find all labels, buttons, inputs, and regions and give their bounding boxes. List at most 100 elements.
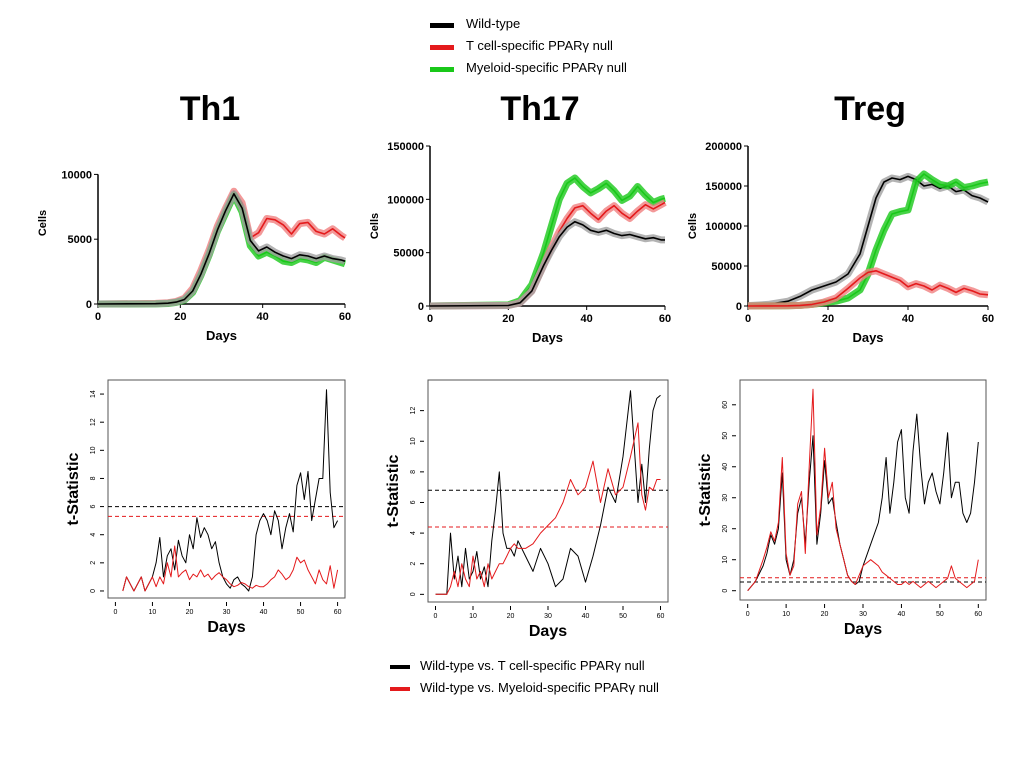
series-legend: Wild-type T cell-specific PPARγ null Mye… <box>430 16 670 82</box>
x-tick-label: 0 <box>95 311 101 323</box>
chart-treg-tstat: 0 10 20 30 40 50 60 0 10 20 30 40 50 60 Days t-Statisti… <box>697 379 987 638</box>
x-tick-label: 10 <box>782 611 790 618</box>
x-tick-label: 60 <box>659 313 671 325</box>
x-tick-label: 40 <box>257 311 269 323</box>
x-tick-label: 20 <box>821 611 829 618</box>
series-line <box>429 177 666 307</box>
x-tick-label: 40 <box>260 609 268 616</box>
y-tick-label: 4 <box>410 531 417 535</box>
plot-frame <box>427 379 669 603</box>
x-tick-label: 60 <box>982 313 994 325</box>
x-tick-label: 0 <box>746 611 750 618</box>
x-tick-label: 50 <box>619 613 627 620</box>
x-axis-label: Days <box>529 623 567 640</box>
y-tick-label: 150000 <box>387 141 424 153</box>
y-axis-label: t-Statistic <box>65 452 82 525</box>
y-axis-label: t-Statistic <box>697 453 714 526</box>
legend-item-myeloid-null: Myeloid-specific PPARγ null <box>430 60 670 80</box>
panel-title-th17: Th17 <box>500 90 580 128</box>
x-tick-label: 0 <box>113 609 117 616</box>
legend-item-wt-vs-myeloid: Wild-type vs. Myeloid-specific PPARγ nul… <box>390 679 710 699</box>
x-tick-label: 30 <box>223 609 231 616</box>
legend-swatch <box>390 687 410 691</box>
y-tick-label: 60 <box>722 401 729 409</box>
x-tick-label: 20 <box>507 613 515 620</box>
series-band <box>747 172 990 310</box>
y-tick-label: 2 <box>90 561 97 565</box>
y-tick-label: 0 <box>90 589 97 593</box>
y-tick-label: 12 <box>90 418 97 426</box>
y-tick-label: 50 <box>722 432 729 440</box>
chart-th17-tstat: 0 10 20 30 40 50 60 0 2 4 6 8 10 12 Days t-Statistic <box>385 379 669 640</box>
x-axis-label: Days <box>206 328 237 343</box>
y-tick-label: 8 <box>90 476 97 480</box>
y-tick-label: 0 <box>410 592 417 596</box>
x-tick-label: 60 <box>339 311 351 323</box>
y-tick-label: 0 <box>736 301 742 313</box>
x-tick-label: 20 <box>186 609 194 616</box>
x-tick-label: 40 <box>898 611 906 618</box>
chart-th17-cells: 0 20 40 60 0 50000 100000 150000 Days Cells <box>369 141 671 345</box>
series-line <box>747 175 989 307</box>
series-line <box>747 413 979 592</box>
legend-item-wt-vs-tcell: Wild-type vs. T cell-specific PPARγ null <box>390 657 710 677</box>
x-tick-label: 60 <box>657 613 665 620</box>
legend-label: T cell-specific PPARγ null <box>466 38 613 53</box>
legend-swatch <box>430 67 454 72</box>
x-tick-label: 30 <box>544 613 552 620</box>
series-line <box>747 270 989 307</box>
y-tick-label: 0 <box>418 301 424 313</box>
y-tick-label: 6 <box>410 500 417 504</box>
y-tick-label: 0 <box>86 299 92 311</box>
x-tick-label: 0 <box>427 313 433 325</box>
series-line <box>122 389 339 592</box>
series-band <box>97 187 347 308</box>
y-tick-label: 6 <box>90 505 97 509</box>
x-tick-label: 0 <box>434 613 438 620</box>
x-tick-label: 20 <box>502 313 514 325</box>
y-tick-label: 50000 <box>393 248 424 260</box>
x-tick-label: 20 <box>174 311 186 323</box>
x-tick-label: 40 <box>581 313 593 325</box>
y-axis-label: t-Statistic <box>385 454 402 527</box>
y-tick-label: 150000 <box>705 181 742 193</box>
y-axis-label: Cells <box>369 213 381 239</box>
y-tick-label: 2 <box>410 562 417 566</box>
x-tick-label: 40 <box>902 313 914 325</box>
y-tick-label: 10 <box>722 556 729 564</box>
legend-swatch <box>430 23 454 28</box>
y-axis-label: Cells <box>687 213 699 239</box>
x-axis-label: Days <box>207 619 245 636</box>
series-band <box>747 170 989 310</box>
y-tick-label: 10 <box>90 446 97 454</box>
plot-frame <box>739 379 987 601</box>
legend-label: Wild-type vs. Myeloid-specific PPARγ nul… <box>420 680 659 695</box>
x-tick-label: 0 <box>745 313 751 325</box>
x-tick-label: 50 <box>936 611 944 618</box>
series-line <box>435 390 661 595</box>
legend-item-wild-type: Wild-type <box>430 16 670 36</box>
chart-th1-tstat: 0 10 20 30 40 50 60 0 2 4 6 8 10 12 14 Days t-Statistic <box>65 379 346 636</box>
y-tick-label: 20 <box>722 525 729 533</box>
panel-title-th1: Th1 <box>179 90 241 128</box>
y-tick-label: 100000 <box>387 194 424 206</box>
y-tick-label: 8 <box>410 470 417 474</box>
y-tick-label: 14 <box>90 390 97 398</box>
y-tick-label: 0 <box>722 589 729 593</box>
chart-th1-cells: 0 20 40 60 0 5000 10000 Days Cells <box>37 169 351 343</box>
x-tick-label: 20 <box>822 313 834 325</box>
plot-frame <box>107 379 346 599</box>
x-tick-label: 60 <box>334 609 342 616</box>
legend-label: Myeloid-specific PPARγ null <box>466 60 627 75</box>
comparison-legend: Wild-type vs. T cell-specific PPARγ null… <box>390 657 710 701</box>
series-line <box>747 173 989 307</box>
legend-item-tcell-null: T cell-specific PPARγ null <box>430 38 670 58</box>
panel-title-treg: Treg <box>834 90 906 128</box>
y-axis-label: Cells <box>37 210 49 236</box>
legend-label: Wild-type vs. T cell-specific PPARγ null <box>420 658 645 673</box>
x-tick-label: 60 <box>974 611 982 618</box>
y-tick-label: 4 <box>90 533 97 537</box>
y-tick-label: 50000 <box>711 261 742 273</box>
series-line <box>435 422 661 595</box>
y-tick-label: 200000 <box>705 141 742 153</box>
